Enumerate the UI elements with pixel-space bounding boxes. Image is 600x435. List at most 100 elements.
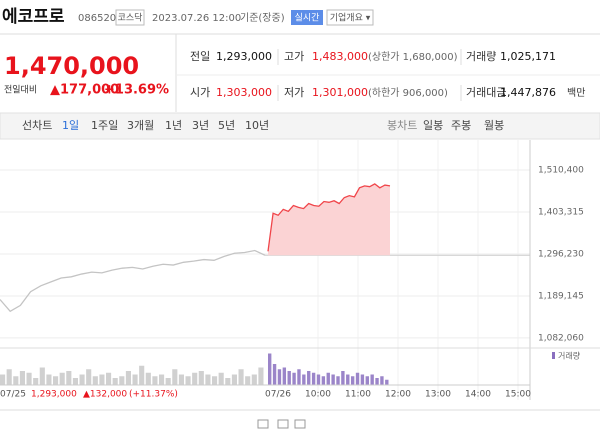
quote-value: 1,025,171 — [500, 50, 556, 63]
volume-bar — [26, 372, 32, 385]
basis: 기준(장중) — [240, 12, 285, 24]
volume-bar — [119, 376, 125, 385]
quote-label: 고가 — [284, 50, 304, 63]
volume-bar — [39, 367, 45, 385]
volume-bar — [272, 364, 277, 385]
tab-period[interactable]: 1주일 — [91, 118, 118, 132]
tab-period[interactable]: 1일 — [62, 118, 79, 132]
tab-period[interactable]: 1년 — [165, 119, 182, 132]
volume-bar — [258, 367, 264, 385]
x-tick-label: 12:00 — [385, 390, 411, 400]
quote-label: 거래대금 — [466, 86, 506, 99]
tab[interactable]: 선차트 — [22, 119, 52, 132]
volume-bar — [139, 365, 145, 385]
volume-bar — [251, 374, 257, 385]
volume-bar — [336, 376, 340, 385]
volume-bar — [225, 378, 231, 385]
quote-value: 1,301,000 — [312, 86, 368, 99]
volume-bar — [59, 372, 65, 385]
x-tick-label: 10:00 — [305, 390, 331, 400]
x-tick-label: 15:00 — [505, 390, 531, 400]
volume-bar — [106, 372, 112, 385]
legend-swatch — [552, 352, 555, 359]
volume-bar — [13, 376, 19, 385]
volume-bar — [212, 376, 218, 385]
market: 코스닥 — [118, 13, 143, 24]
volume-bar — [112, 378, 118, 385]
volume-bar — [172, 369, 178, 385]
date-label: 07/26 — [265, 390, 291, 400]
volume-bar — [350, 376, 355, 385]
overview-badge[interactable] — [326, 9, 374, 26]
volume-bar — [132, 374, 138, 385]
x-tick-label: 14:00 — [465, 390, 491, 400]
volume-bar — [79, 374, 85, 385]
volume-bar — [99, 374, 105, 385]
volume-label: 거래량 — [558, 351, 581, 361]
tab-period[interactable]: 3년 — [192, 119, 209, 132]
quote-extra: (상한가 1,680,000) — [368, 51, 458, 63]
volume-bar — [385, 379, 389, 385]
realtime[interactable]: 실시간 — [295, 13, 320, 24]
summary: (+11.37%) — [129, 390, 178, 400]
volume-bar — [360, 374, 365, 385]
volume-bar — [33, 378, 39, 385]
volume-bar — [218, 372, 224, 385]
volume-bar — [198, 371, 204, 385]
volume-bar — [307, 371, 311, 385]
y-tick-label: 1,403,315 — [538, 207, 584, 217]
volume-bar — [297, 369, 301, 385]
y-tick-label: 1,510,400 — [538, 166, 584, 176]
volume-bar — [277, 369, 282, 385]
volume-bar — [292, 372, 296, 385]
tab-period[interactable]: 5년 — [218, 119, 235, 132]
summary: ▲132,000 — [83, 390, 127, 400]
volume-bar — [19, 371, 25, 385]
time: 2023.07.26 12:00 — [152, 13, 241, 24]
tab-period[interactable]: 10년 — [245, 119, 269, 132]
quote-value: 1,447,876 — [500, 86, 556, 99]
summary: 1,293,000 — [31, 390, 77, 400]
volume-bar — [370, 374, 374, 385]
price: 1,470,000 — [4, 52, 139, 80]
volume-bar — [316, 374, 321, 385]
volume-bar — [92, 376, 98, 385]
realtime-badge[interactable] — [291, 10, 323, 25]
quote-label: 저가 — [284, 86, 304, 99]
icon[interactable] — [257, 419, 269, 429]
volume-bar — [331, 374, 335, 385]
volume-bar — [165, 378, 171, 385]
tab[interactable]: 봉차트 — [387, 119, 417, 132]
volume-bar — [145, 372, 151, 385]
volume-bar — [321, 376, 326, 385]
stock-code: 086520 — [78, 13, 116, 24]
quote-label: 거래량 — [466, 50, 496, 63]
y-tick-label: 1,082,060 — [538, 333, 584, 343]
change-label: 전일대비 — [4, 85, 37, 96]
volume-bar — [178, 374, 184, 385]
volume-bar — [268, 353, 272, 385]
area — [268, 183, 390, 256]
volume-bar — [365, 376, 369, 385]
volume-bar — [185, 376, 191, 385]
tab-period[interactable]: 3개월 — [127, 119, 154, 132]
volume-bar — [245, 376, 251, 385]
volume-bar — [238, 369, 244, 385]
icon[interactable] — [277, 419, 289, 429]
tab-period[interactable]: 월봉 — [484, 119, 504, 132]
icon[interactable] — [294, 419, 306, 429]
quote-label: 시가 — [190, 86, 210, 99]
volume-bar — [192, 372, 198, 385]
quote-extra: (하한가 906,000) — [368, 86, 448, 99]
tab-bar — [0, 112, 600, 140]
volume-bar — [86, 369, 92, 385]
quote-value: 1,303,000 — [216, 86, 272, 99]
volume-bar — [159, 374, 165, 385]
volume-bar — [346, 374, 350, 385]
tab-period[interactable]: 주봉 — [451, 119, 471, 132]
volume-bar — [311, 372, 316, 385]
volume-bar — [287, 371, 291, 385]
overview[interactable]: 기업개요 ▾ — [330, 13, 371, 24]
tab-period[interactable]: 일봉 — [423, 118, 443, 132]
